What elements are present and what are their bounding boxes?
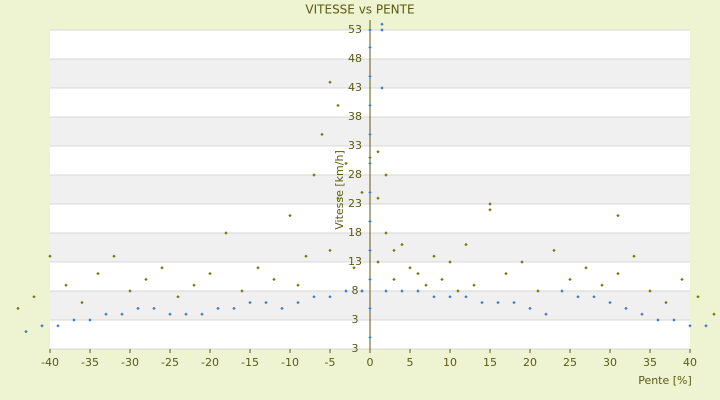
x-tick-label: 30: [603, 356, 617, 369]
point: [608, 300, 612, 305]
x-tick-label: 15: [483, 356, 497, 369]
x-tick-label: -40: [41, 356, 59, 369]
y-tick-label: 13: [348, 255, 362, 268]
point: [560, 289, 564, 293]
point: [648, 289, 652, 293]
y-tick-label: 8: [352, 284, 359, 297]
y-tick-label: 33: [348, 139, 362, 152]
point: [184, 312, 188, 316]
x-tick-label: -10: [281, 356, 299, 369]
point: [368, 45, 372, 50]
x-tick-label: 40: [683, 356, 697, 369]
y-tick-label: 3: [352, 342, 359, 355]
point: [380, 86, 384, 90]
x-tick-label: -5: [325, 356, 336, 369]
point: [600, 283, 604, 287]
x-tick-label: 10: [443, 356, 457, 369]
x-tick-label: 5: [407, 356, 414, 369]
point: [56, 324, 60, 328]
x-tick-label: -35: [81, 356, 99, 369]
point: [16, 306, 20, 311]
point: [328, 80, 332, 84]
point: [176, 295, 180, 299]
y-tick-label: 43: [348, 81, 362, 94]
x-tick-label: 20: [523, 356, 537, 369]
point: [248, 300, 252, 305]
point: [520, 260, 524, 264]
x-axis-title: Pente [%]: [638, 374, 692, 387]
point: [144, 277, 148, 282]
point: [616, 213, 620, 218]
point: [168, 312, 172, 316]
x-tick-label: 0: [367, 356, 374, 369]
x-tick-label: -20: [201, 356, 219, 369]
point: [544, 312, 548, 316]
point: [536, 289, 540, 293]
point: [240, 289, 244, 293]
y-tick-label: 23: [348, 197, 362, 210]
point: [512, 300, 516, 305]
y-axis-title: Vitesse [km/h]: [333, 150, 346, 230]
point: [664, 300, 668, 305]
point: [192, 283, 196, 287]
point: [232, 306, 236, 311]
point: [656, 318, 660, 322]
point: [208, 271, 212, 276]
x-tick-label: 35: [643, 356, 657, 369]
x-tick-label: -15: [241, 356, 259, 369]
point: [136, 306, 140, 311]
point: [224, 231, 228, 235]
point: [632, 254, 636, 258]
y-tick-label: 48: [348, 52, 362, 65]
chart-title: VITESSE vs PENTE: [305, 3, 414, 17]
y-tick-label: 28: [348, 168, 362, 181]
x-tick-label: -25: [161, 356, 179, 369]
point: [200, 312, 204, 316]
point: [128, 289, 132, 293]
point: [40, 324, 44, 328]
point: [672, 318, 676, 322]
point: [552, 248, 556, 253]
y-tick-label: 18: [348, 226, 362, 239]
point: [48, 254, 52, 258]
y-tick-label: 3: [352, 313, 359, 326]
point: [712, 312, 716, 316]
point: [640, 312, 644, 316]
point: [152, 306, 156, 311]
y-tick-label: 53: [348, 23, 362, 36]
point: [616, 271, 620, 276]
x-tick-label: -30: [121, 356, 139, 369]
x-tick-label: 25: [563, 356, 577, 369]
point: [160, 266, 164, 270]
y-tick-label: 38: [348, 110, 362, 123]
point: [32, 295, 36, 299]
point: [216, 306, 220, 311]
